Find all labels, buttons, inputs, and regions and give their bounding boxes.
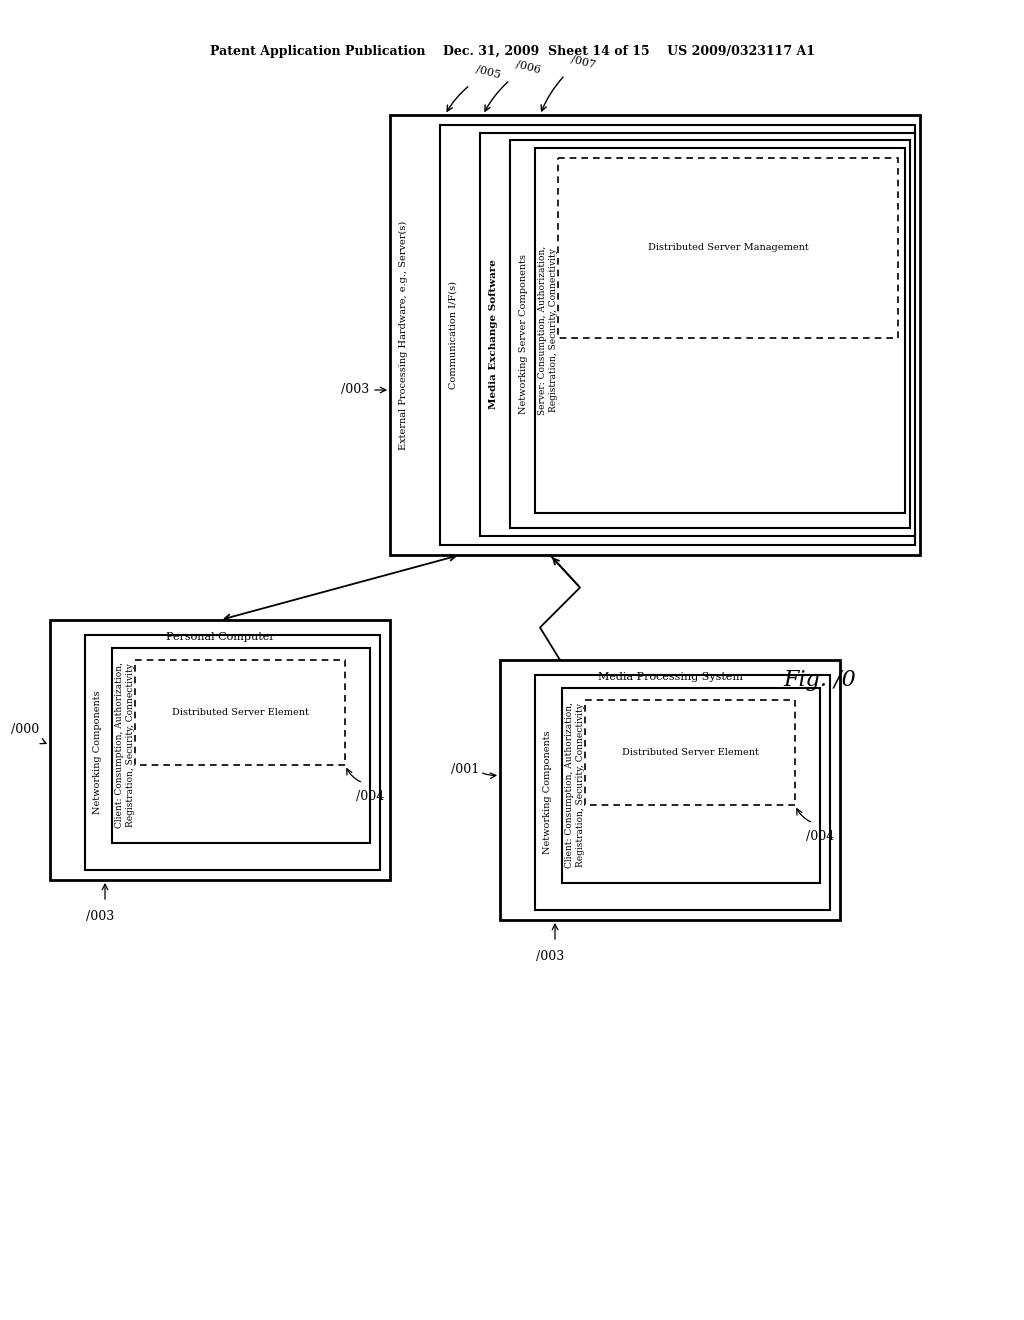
Text: /004: /004	[356, 789, 384, 803]
Bar	[562, 688, 820, 883]
Text: Communication I/F(s): Communication I/F(s)	[449, 281, 458, 389]
Text: Client: Consumption, Authorization,
Registration, Security, Connectivity: Client: Consumption, Authorization, Regi…	[115, 663, 135, 829]
Bar	[85, 635, 380, 870]
Text: Client: Consumption, Authorization,
Registration, Security, Connectivity: Client: Consumption, Authorization, Regi…	[565, 702, 585, 869]
Bar	[500, 660, 840, 920]
Text: Distributed Server Management: Distributed Server Management	[647, 243, 808, 252]
Text: Media Exchange Software: Media Exchange Software	[488, 260, 498, 409]
Text: /000: /000	[11, 723, 39, 737]
Bar	[112, 648, 370, 843]
Bar	[535, 675, 830, 909]
Bar	[50, 620, 390, 880]
Text: External Processing Hardware, e.g., Server(s): External Processing Hardware, e.g., Serv…	[398, 220, 408, 450]
Bar	[558, 158, 898, 338]
Bar	[480, 133, 915, 536]
Text: Patent Application Publication    Dec. 31, 2009  Sheet 14 of 15    US 2009/03231: Patent Application Publication Dec. 31, …	[210, 45, 814, 58]
Text: /003: /003	[86, 909, 114, 923]
Bar	[135, 660, 345, 766]
Text: Media Processing System: Media Processing System	[597, 672, 742, 682]
Bar	[390, 115, 920, 554]
Bar	[535, 148, 905, 513]
Text: Personal Computer: Personal Computer	[166, 632, 274, 642]
Text: /003: /003	[341, 384, 369, 396]
Text: /003: /003	[536, 950, 564, 964]
Text: /006: /006	[515, 59, 542, 75]
Bar	[440, 125, 915, 545]
Text: Networking Components: Networking Components	[93, 690, 102, 814]
Text: Fig. /0: Fig. /0	[783, 669, 856, 690]
Text: Server: Consumption, Authorization,
Registration, Security, Connectivity: Server: Consumption, Authorization, Regi…	[538, 246, 558, 414]
Text: /001: /001	[451, 763, 479, 776]
Text: /007: /007	[570, 54, 597, 70]
Text: Distributed Server Element: Distributed Server Element	[172, 708, 308, 717]
Text: Networking Components: Networking Components	[544, 731, 553, 854]
Text: /004: /004	[806, 830, 835, 843]
Bar	[510, 140, 910, 528]
Text: Distributed Server Element: Distributed Server Element	[622, 748, 759, 756]
Text: /005: /005	[475, 63, 502, 81]
Text: Networking Server Components: Networking Server Components	[518, 253, 527, 414]
Bar	[585, 700, 795, 805]
